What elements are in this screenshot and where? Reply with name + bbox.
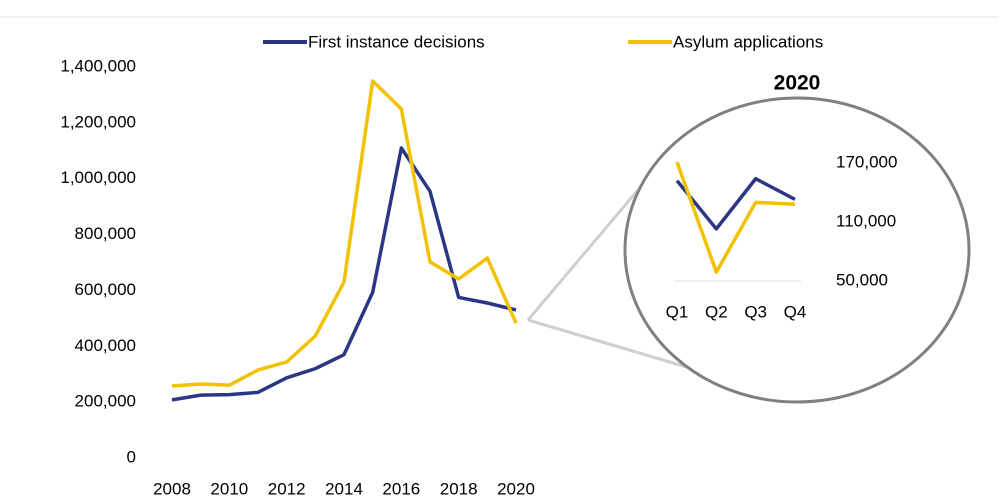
x-tick-label: 2018	[440, 479, 478, 498]
series-line	[675, 176, 796, 231]
series-line	[675, 161, 796, 274]
y-tick-label: 1,000,000	[60, 168, 136, 187]
x-tick-label: Q3	[744, 302, 767, 321]
x-tick-label: 2008	[153, 479, 191, 498]
y-tick-label: 400,000	[75, 336, 136, 355]
y-tick-label: 200,000	[75, 392, 136, 411]
y-tick-label: 50,000	[836, 270, 888, 289]
zoom-line	[526, 189, 640, 321]
x-tick-label: Q1	[666, 302, 689, 321]
legend-label: Asylum applications	[673, 32, 823, 51]
y-tick-label: 1,400,000	[60, 56, 136, 75]
y-tick-label: 0	[127, 447, 136, 466]
y-tick-label: 1,200,000	[60, 112, 136, 131]
x-tick-label: 2016	[382, 479, 420, 498]
zoom-line	[527, 318, 691, 370]
series-line	[171, 79, 518, 388]
x-tick-label: 2012	[268, 479, 306, 498]
y-tick-label: 110,000	[836, 211, 896, 230]
inset-title: 2020	[774, 72, 821, 95]
legend-label: First instance decisions	[308, 32, 485, 51]
y-tick-label: 170,000	[836, 152, 897, 171]
x-tick-label: 2020	[497, 479, 535, 498]
x-tick-label: Q2	[705, 302, 728, 321]
series-line	[171, 146, 517, 402]
x-tick-label: Q4	[784, 302, 807, 321]
y-tick-label: 800,000	[75, 224, 136, 243]
x-tick-label: 2014	[325, 479, 363, 498]
x-tick-label: 2010	[210, 479, 248, 498]
y-tick-label: 600,000	[75, 280, 136, 299]
zoom-circle	[623, 96, 971, 404]
